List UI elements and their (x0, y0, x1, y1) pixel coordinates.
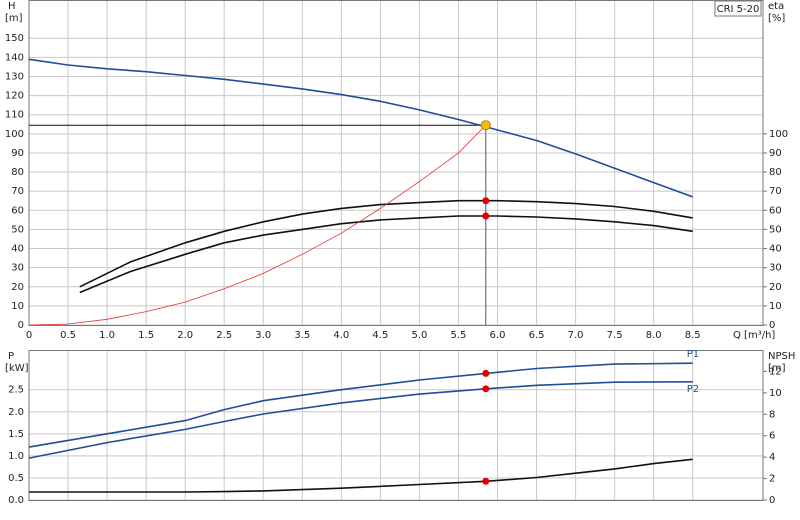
y-tick-label: 40 (11, 244, 24, 255)
y-tick-label: 10 (11, 301, 24, 312)
operating-point (482, 369, 490, 377)
y2-tick-label: 60 (769, 205, 782, 216)
operating-point (482, 477, 490, 485)
y2-tick-label: 6 (769, 431, 775, 442)
y2-tick-label: 40 (769, 244, 782, 255)
y2-tick-label: 0 (769, 320, 775, 331)
curve (79, 199, 693, 288)
x-tick-label: 5.5 (451, 330, 467, 341)
x-tick-label: 1.0 (99, 330, 115, 341)
x-tick-label: 6.0 (490, 330, 506, 341)
y2-tick-label: 10 (769, 388, 782, 399)
y-tick-label: 140 (5, 52, 24, 63)
y-tick-label: 0.5 (8, 473, 24, 484)
x-tick-label: 1.5 (138, 330, 154, 341)
y-tick-label: 110 (5, 110, 24, 121)
y-tick-label: 150 (5, 33, 24, 44)
y2-tick-label: 30 (769, 263, 782, 274)
plot-frame (28, 350, 764, 501)
annotation: CRI 5-20 (717, 4, 760, 15)
x-axis-label: Q [m³/h] (733, 330, 775, 341)
y2-axis-unit: [m] (768, 363, 786, 374)
y-tick-label: 70 (11, 186, 24, 197)
x-tick-label: 7.0 (568, 330, 584, 341)
y-axis-label: H (8, 1, 16, 12)
y2-tick-label: 10 (769, 301, 782, 312)
x-tick-label: 5.0 (411, 330, 427, 341)
y2-axis-label: eta (768, 1, 784, 12)
y-tick-label: 20 (11, 282, 24, 293)
y2-axis-label: NPSH (768, 351, 795, 362)
x-tick-label: 3.5 (294, 330, 310, 341)
y-axis-label: P (8, 351, 14, 362)
x-tick-label: 8.0 (646, 330, 662, 341)
x-tick-label: 4.0 (333, 330, 349, 341)
y2-tick-label: 0 (769, 495, 775, 506)
y2-tick-label: 2 (769, 474, 775, 485)
x-tick-label: 0.5 (60, 330, 76, 341)
x-tick-label: 7.5 (607, 330, 623, 341)
x-tick-label: 4.5 (372, 330, 388, 341)
y-tick-label: 90 (11, 148, 24, 159)
x-tick-label: 2.0 (177, 330, 193, 341)
y2-tick-label: 4 (769, 452, 775, 463)
y-tick-label: 1.0 (8, 451, 24, 462)
y-tick-label: 2.5 (8, 385, 24, 396)
y-axis-unit: [m] (5, 13, 23, 24)
operating-point (482, 212, 490, 220)
y2-tick-label: 90 (769, 148, 782, 159)
y2-axis-unit: [%] (768, 13, 785, 24)
y-tick-label: 130 (5, 71, 24, 82)
y2-tick-label: 12 (769, 366, 782, 377)
operating-point (482, 197, 490, 205)
y-tick-label: 1.5 (8, 429, 24, 440)
duty-point (480, 120, 491, 131)
y2-tick-label: 50 (769, 224, 782, 235)
y-tick-label: 0 (18, 320, 24, 331)
curve (28, 58, 693, 198)
annotation-box (714, 0, 762, 17)
y2-tick-label: 80 (769, 167, 782, 178)
y-tick-label: 80 (11, 167, 24, 178)
x-tick-label: 2.5 (216, 330, 232, 341)
series-label: P2 (687, 384, 699, 395)
x-tick-label: 3.0 (255, 330, 271, 341)
y-tick-label: 2.0 (8, 407, 24, 418)
y-tick-label: 0.0 (8, 495, 24, 506)
y-tick-label: 100 (5, 129, 24, 140)
y-tick-label: 60 (11, 205, 24, 216)
curve (79, 215, 693, 294)
operating-point (482, 385, 490, 393)
curve (28, 381, 693, 459)
x-tick-label: 8.5 (685, 330, 701, 341)
curve (28, 362, 693, 448)
x-tick-label: 0 (26, 330, 32, 341)
y-tick-label: 120 (5, 91, 24, 102)
y2-tick-label: 70 (769, 186, 782, 197)
curve (28, 124, 487, 326)
y-axis-unit: [kW] (5, 363, 29, 374)
x-tick-label: 6.5 (529, 330, 545, 341)
y2-tick-label: 8 (769, 409, 775, 420)
y-tick-label: 30 (11, 263, 24, 274)
plot-frame (28, 0, 764, 326)
series-label: P1 (687, 349, 699, 360)
y2-tick-label: 20 (769, 282, 782, 293)
curve (29, 458, 693, 493)
y-tick-label: 50 (11, 224, 24, 235)
y2-tick-label: 100 (769, 129, 788, 140)
